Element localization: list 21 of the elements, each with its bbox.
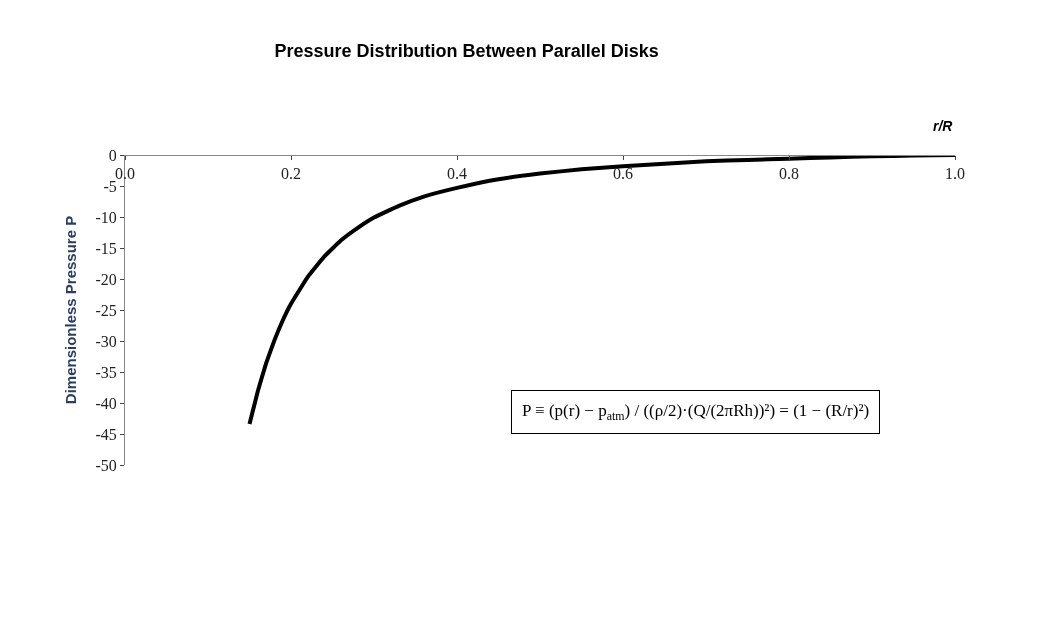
y-tick-label: -25 [95,301,117,319]
y-tick-label: -10 [95,208,117,226]
annotation: P ≡ (p(r) − p$_{atm}$) / ((ρ/2)·(Q/(2πRh))²) = (1 − (R/r)²) [522,401,870,423]
y-tick-label: -35 [95,363,117,381]
x-axis-title: r/R [933,118,954,134]
y-tick-label: -40 [95,394,117,412]
y-tick-label: -5 [103,177,117,195]
y-tick-label: 0 [108,146,117,164]
y-tick-label: -20 [95,270,117,288]
y-axis-title: Dimensionless Pressure P [61,215,79,405]
x-tick-label: 1.0 [945,165,965,183]
y-tick-label: -30 [95,332,117,350]
x-tick-label: 0.0 [115,165,135,183]
chart-title: Pressure Distribution Between Parallel Disks [274,41,659,62]
x-tick-label: 0.6 [613,165,633,183]
y-tick-label: -15 [95,239,117,257]
y-tick-label: -45 [95,425,117,443]
x-tick-label: 0.8 [779,165,799,183]
x-tick-label: 0.4 [447,165,467,183]
x-tick-label: 0.2 [281,165,301,183]
y-tick-label: -50 [95,456,117,474]
